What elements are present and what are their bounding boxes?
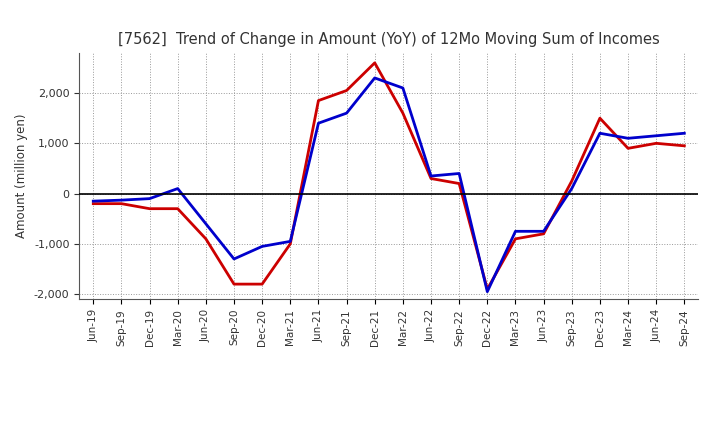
Ordinary Income <box>258 244 266 249</box>
Y-axis label: Amount (million yen): Amount (million yen) <box>15 114 28 238</box>
Net Income <box>455 181 464 186</box>
Ordinary Income <box>117 198 126 203</box>
Ordinary Income <box>595 131 604 136</box>
Ordinary Income <box>567 186 576 191</box>
Ordinary Income <box>174 186 182 191</box>
Ordinary Income <box>483 289 492 294</box>
Ordinary Income <box>399 85 408 91</box>
Ordinary Income <box>539 229 548 234</box>
Net Income <box>145 206 154 211</box>
Ordinary Income <box>202 221 210 227</box>
Line: Ordinary Income: Ordinary Income <box>94 78 684 292</box>
Title: [7562]  Trend of Change in Amount (YoY) of 12Mo Moving Sum of Incomes: [7562] Trend of Change in Amount (YoY) o… <box>118 33 660 48</box>
Net Income <box>89 201 98 206</box>
Net Income <box>286 241 294 246</box>
Net Income <box>595 116 604 121</box>
Ordinary Income <box>286 239 294 244</box>
Ordinary Income <box>427 173 436 179</box>
Net Income <box>680 143 688 148</box>
Ordinary Income <box>370 75 379 81</box>
Net Income <box>370 60 379 66</box>
Net Income <box>427 176 436 181</box>
Net Income <box>314 98 323 103</box>
Net Income <box>202 236 210 242</box>
Net Income <box>342 88 351 93</box>
Ordinary Income <box>511 229 520 234</box>
Net Income <box>624 146 632 151</box>
Ordinary Income <box>89 198 98 204</box>
Ordinary Income <box>680 131 688 136</box>
Ordinary Income <box>455 171 464 176</box>
Ordinary Income <box>145 196 154 201</box>
Net Income <box>511 236 520 242</box>
Ordinary Income <box>342 110 351 116</box>
Line: Net Income: Net Income <box>94 63 684 289</box>
Net Income <box>483 286 492 292</box>
Net Income <box>258 282 266 287</box>
Ordinary Income <box>230 257 238 262</box>
Ordinary Income <box>624 136 632 141</box>
Net Income <box>652 141 660 146</box>
Ordinary Income <box>652 133 660 139</box>
Net Income <box>399 110 408 116</box>
Net Income <box>567 178 576 183</box>
Net Income <box>174 206 182 211</box>
Net Income <box>230 282 238 287</box>
Net Income <box>539 231 548 236</box>
Ordinary Income <box>314 121 323 126</box>
Net Income <box>117 201 126 206</box>
